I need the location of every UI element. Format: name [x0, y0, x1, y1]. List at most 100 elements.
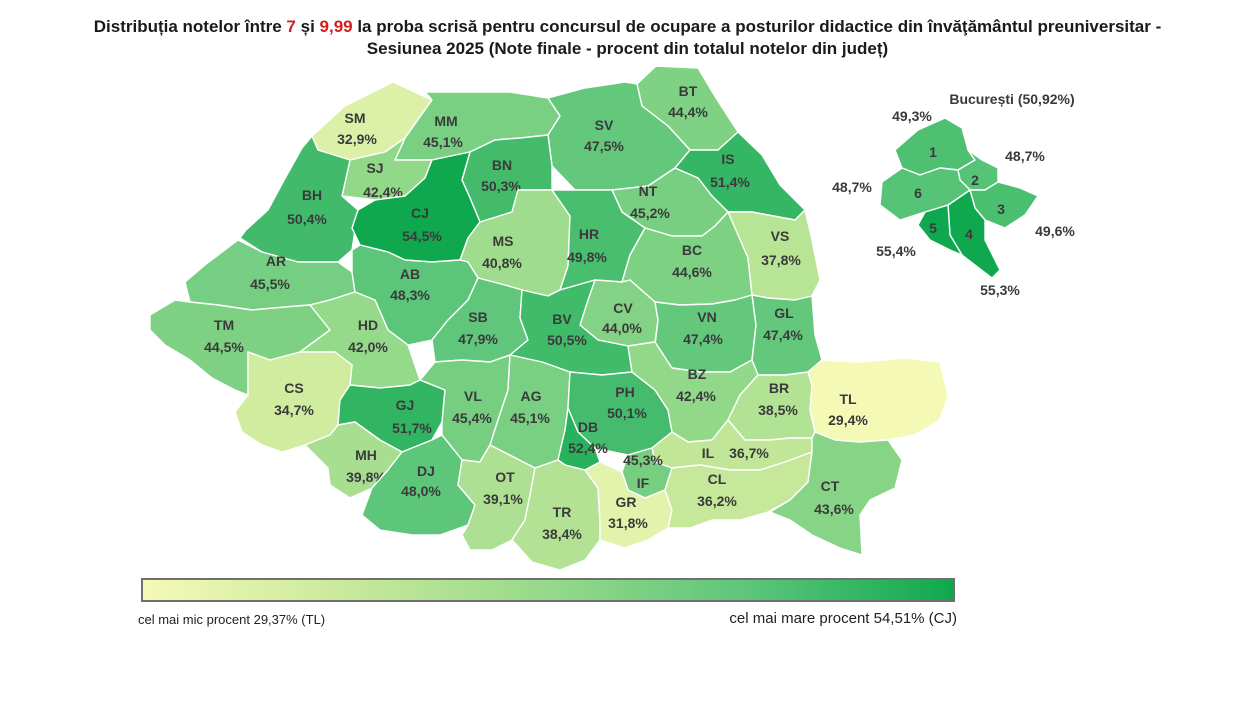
county-code-label: BZ	[688, 366, 707, 382]
county-value-label: 39,1%	[483, 491, 523, 507]
county-code-label: CS	[284, 380, 303, 396]
county-code-label: BH	[302, 187, 322, 203]
title-text-b: și	[295, 17, 320, 36]
county-code-label: VL	[464, 388, 482, 404]
county-value-label: 38,4%	[542, 526, 582, 542]
bucharest-sector-3: 3 49,6%	[969, 181, 1075, 239]
county-code-label: GJ	[396, 397, 415, 413]
county-value-label: 54,5%	[402, 228, 442, 244]
county-code-label: BR	[769, 380, 789, 396]
county-value-label: 45,1%	[510, 410, 550, 426]
county-code-label: MS	[493, 233, 514, 249]
county-value-label: 45,4%	[452, 410, 492, 426]
county-value-label: 45,1%	[423, 134, 463, 150]
sector-number-label: 4	[965, 226, 973, 242]
county-value-label: 45,3%	[623, 452, 663, 468]
title-grade-max: 9,99	[319, 17, 353, 36]
county-ct: CT 43,6%	[769, 431, 903, 556]
county-value-label: 50,3%	[481, 178, 521, 194]
title-line-1: Distribuția notelor între 7 și 9,99 la p…	[0, 16, 1255, 38]
county-sj: SJ 42,4%	[341, 137, 433, 201]
county-code-label: DB	[578, 419, 598, 435]
county-value-label: 44,0%	[602, 320, 642, 336]
county-code-label: IS	[721, 151, 734, 167]
sector-value-label: 55,4%	[876, 243, 916, 259]
sector-shape	[917, 204, 963, 256]
sector-number-label: 2	[971, 172, 979, 188]
bucharest-sector-5: 5 55,4%	[876, 204, 963, 259]
county-value-label: 48,3%	[390, 287, 430, 303]
county-value-label: 38,5%	[758, 402, 798, 418]
county-value-label: 42,0%	[348, 339, 388, 355]
county-value-label: 50,4%	[287, 211, 327, 227]
county-code-label: AG	[521, 388, 542, 404]
county-value-label: 47,4%	[683, 331, 723, 347]
sector-number-label: 6	[914, 185, 922, 201]
county-value-label: 48,0%	[401, 483, 441, 499]
title-grade-min: 7	[286, 17, 296, 36]
county-code-label: IL	[702, 445, 715, 461]
legend-color-scale	[141, 578, 955, 602]
bucharest-sector-4: 4 55,3%	[947, 189, 1020, 298]
sector-value-label: 55,3%	[980, 282, 1020, 298]
county-code-label: GL	[774, 305, 794, 321]
county-code-label: BC	[682, 242, 702, 258]
county-value-label: 31,8%	[608, 515, 648, 531]
county-shape	[727, 209, 821, 301]
county-value-label: 47,4%	[763, 327, 803, 343]
county-gl: GL 47,4%	[751, 294, 823, 376]
county-value-label: 50,1%	[607, 405, 647, 421]
county-code-label: SJ	[366, 160, 383, 176]
county-value-label: 40,8%	[482, 255, 522, 271]
title-text-a: Distribuția notelor între	[93, 17, 287, 36]
county-code-label: TM	[214, 317, 234, 333]
county-code-label: VS	[771, 228, 790, 244]
county-code-label: MH	[355, 447, 377, 463]
county-code-label: SB	[468, 309, 487, 325]
county-code-label: NT	[639, 183, 658, 199]
county-value-label: 36,7%	[729, 445, 769, 461]
county-value-label: 47,5%	[584, 138, 624, 154]
county-hr: HR 49,8%	[551, 189, 646, 291]
county-value-label: 51,7%	[392, 420, 432, 436]
county-code-label: SV	[595, 117, 614, 133]
county-sv: SV 47,5%	[547, 81, 691, 191]
county-code-label: AB	[400, 266, 420, 282]
county-code-label: MM	[434, 113, 457, 129]
county-value-label: 43,6%	[814, 501, 854, 517]
county-cl: CL 36,2%	[664, 451, 813, 529]
county-ot: OT 39,1%	[457, 444, 536, 551]
bucharest-title: București (50,92%)	[949, 91, 1074, 107]
bucharest-sector-1: 1 49,3%	[892, 108, 976, 176]
county-shape	[769, 431, 903, 556]
county-cs: CS 34,7%	[234, 351, 353, 453]
county-value-label: 44,5%	[204, 339, 244, 355]
sector-value-label: 48,7%	[1005, 148, 1045, 164]
county-dj: DJ 48,0%	[361, 434, 476, 536]
county-code-label: HR	[579, 226, 599, 242]
county-ag: AG 45,1%	[489, 354, 571, 469]
county-value-label: 34,7%	[274, 402, 314, 418]
county-value-label: 51,4%	[710, 174, 750, 190]
county-tr: TR 38,4%	[511, 459, 601, 571]
county-value-label: 39,8%	[346, 469, 386, 485]
county-code-label: OT	[495, 469, 515, 485]
county-bh: BH 50,4%	[239, 135, 359, 263]
title-line-2: Sesiunea 2025 (Note finale - procent din…	[366, 39, 889, 58]
county-code-label: CT	[821, 478, 840, 494]
county-code-label: CV	[613, 300, 633, 316]
county-value-label: 36,2%	[697, 493, 737, 509]
county-code-label: DJ	[417, 463, 435, 479]
county-code-label: CJ	[411, 205, 429, 221]
county-vs: VS 37,8%	[727, 209, 821, 301]
county-code-label: TR	[553, 504, 572, 520]
county-value-label: 44,4%	[668, 104, 708, 120]
county-value-label: 42,4%	[363, 184, 403, 200]
county-value-label: 45,5%	[250, 276, 290, 292]
county-cj: CJ 54,5%	[351, 151, 481, 263]
county-shape	[807, 357, 949, 443]
county-value-label: 50,5%	[547, 332, 587, 348]
county-code-label: GR	[616, 494, 637, 510]
county-value-label: 44,6%	[672, 264, 712, 280]
